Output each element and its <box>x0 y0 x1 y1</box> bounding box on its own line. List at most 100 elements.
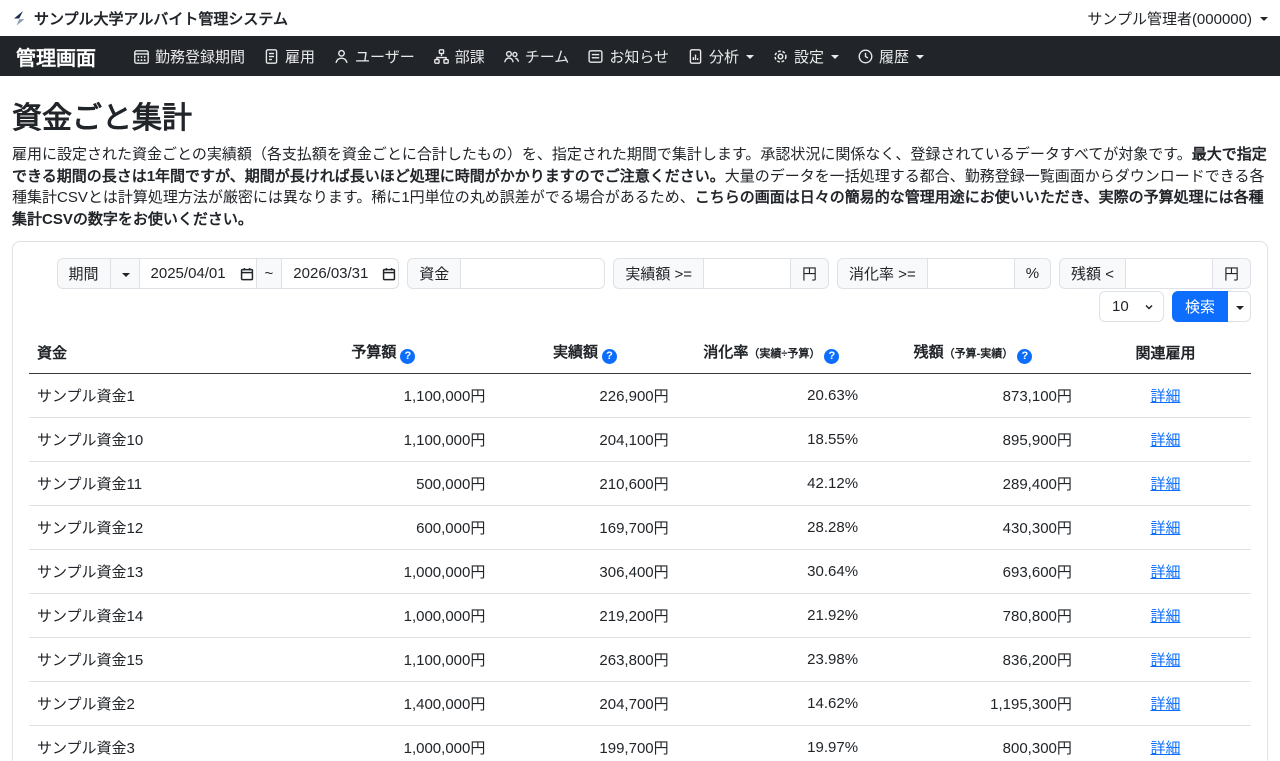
detail-link[interactable]: 詳細 <box>1150 739 1181 757</box>
nav-item-label: 履歴 <box>879 48 910 66</box>
yen-suffix: 円 <box>790 258 830 290</box>
remaining-cell: 289,400円 <box>866 460 1080 506</box>
people-icon <box>503 48 520 65</box>
detail-link[interactable]: 詳細 <box>1150 431 1181 449</box>
remaining-lt-input[interactable] <box>1124 258 1213 290</box>
nav-item-label: 雇用 <box>285 48 316 66</box>
fund-input[interactable] <box>460 258 606 290</box>
rate-gte-label: 消化率 >= <box>837 258 928 290</box>
filter-actions: 10 検索 <box>29 291 1251 323</box>
page-size-select[interactable]: 10 <box>1098 291 1164 323</box>
remaining-cell: 693,600円 <box>866 548 1080 594</box>
fund-name-cell: サンプル資金3 <box>29 724 274 761</box>
table-row: サンプル資金2 1,400,000円 204,700円 14.62% 1,195… <box>29 680 1251 726</box>
calendar-picker-icon[interactable] <box>382 267 396 281</box>
col-header-fund: 資金 <box>29 334 274 374</box>
user-menu-label: サンプル管理者(000000) <box>1087 10 1252 28</box>
caret-down-icon <box>916 55 925 59</box>
nav-item-employment[interactable]: 雇用 <box>254 36 324 76</box>
detail-link[interactable]: 詳細 <box>1150 475 1181 493</box>
budget-cell: 1,000,000円 <box>273 592 494 638</box>
actual-cell: 226,900円 <box>599 387 669 405</box>
app-logo-icon <box>12 10 28 26</box>
period-dropdown-toggle[interactable] <box>109 258 140 290</box>
navbar-brand[interactable]: 管理画面 <box>16 47 96 70</box>
remaining-filter-group: 残額 < 円 <box>1059 258 1251 290</box>
table-row: サンプル資金10 1,100,000円 204,100円 18.55% 895,… <box>29 416 1251 462</box>
date-to-input[interactable]: 2026/03/31 <box>281 258 400 290</box>
rate-cell: 42.12% <box>676 460 867 506</box>
col-header-rate: 消化率（実績÷予算）? <box>676 334 867 374</box>
fund-name-cell: サンプル資金11 <box>29 460 274 506</box>
actual-cell: 306,400円 <box>493 548 677 594</box>
actual-filter-group: 実績額 >= 円 <box>613 258 830 290</box>
help-icon[interactable]: ? <box>1017 348 1033 364</box>
period-filter-group: 期間 2025/04/01 ~ 2026/03/31 <box>56 258 400 290</box>
nav-item-analytics[interactable]: 分析 <box>678 36 763 76</box>
detail-link[interactable]: 詳細 <box>1150 695 1181 713</box>
remaining-lt-label: 残額 < <box>1059 258 1126 290</box>
main-navbar: 管理画面 勤務登録期間 雇用 <box>0 36 1280 76</box>
date-from-input[interactable]: 2025/04/01 <box>138 258 257 290</box>
fund-table-body: サンプル資金1 1,100,000円 226,900円 20.63% 873,1… <box>29 373 1251 761</box>
caret-down-icon <box>831 55 840 59</box>
search-dropdown-toggle[interactable] <box>1228 291 1251 323</box>
nav-item-users[interactable]: ユーザー <box>324 36 424 76</box>
nav-item-settings[interactable]: 設定 <box>763 36 848 76</box>
caret-down-icon <box>746 55 755 59</box>
remaining-cell: 800,300円 <box>866 724 1080 761</box>
caret-down-icon <box>1260 17 1268 21</box>
help-icon[interactable]: ? <box>400 348 416 364</box>
rate-cell: 28.28% <box>676 504 867 550</box>
app-title: サンプル大学アルバイト管理システム <box>34 10 288 28</box>
fund-filter-group: 資金 <box>407 258 606 290</box>
budget-cell: 1,100,000円 <box>273 416 494 462</box>
nav-item-departments[interactable]: 部課 <box>424 36 494 76</box>
date-to-value: 2026/03/31 <box>293 265 369 283</box>
col-header-budget: 予算額? <box>273 334 494 374</box>
detail-link[interactable]: 詳細 <box>1150 651 1181 669</box>
nav-item-work-periods[interactable]: 勤務登録期間 <box>124 36 254 76</box>
table-row: サンプル資金13 1,000,000円 306,400円 30.64% 693,… <box>29 548 1251 594</box>
rate-gte-input[interactable] <box>926 258 1015 290</box>
budget-cell: 1,400,000円 <box>273 680 494 726</box>
description-segment: 最大で指定できる期間の長さは1年間ですが、期間が長ければ長いほど処理に時間がかか… <box>12 146 1267 185</box>
actual-gte-input[interactable] <box>703 258 791 290</box>
fund-name-cell: サンプル資金2 <box>29 680 274 726</box>
detail-link[interactable]: 詳細 <box>1150 387 1181 405</box>
table-row: サンプル資金1 1,100,000円 226,900円 20.63% 873,1… <box>29 373 1251 417</box>
nav-item-history[interactable]: 履歴 <box>848 36 933 76</box>
org-chart-icon <box>433 48 450 65</box>
actual-cell: 204,700円 <box>493 680 677 726</box>
description-segment: こちらの画面は日々の簡易的な管理用途にお使いいただき、実際の予算処理には各種集計… <box>12 189 1264 228</box>
calendar-picker-icon[interactable] <box>240 267 254 281</box>
date-from-value: 2025/04/01 <box>150 265 226 283</box>
fund-name-cell: サンプル資金10 <box>29 416 274 462</box>
rate-cell: 14.62% <box>676 680 867 726</box>
detail-link[interactable]: 詳細 <box>1150 607 1181 625</box>
remaining-cell: 895,900円 <box>866 416 1080 462</box>
description-segment: 大量のデータを一括処理する都合、勤務登録一覧画面からダウンロードできる各種集計C… <box>12 167 1265 207</box>
rate-cell: 21.92% <box>676 592 867 638</box>
filter-form: 期間 2025/04/01 ~ 2026/03/31 <box>29 258 1251 290</box>
user-menu[interactable]: サンプル管理者(000000) <box>1087 8 1268 29</box>
actual-cell: 263,800円 <box>493 636 677 682</box>
budget-cell: 1,000,000円 <box>273 548 494 594</box>
nav-item-announcements[interactable]: お知らせ <box>578 36 678 76</box>
announcement-icon <box>587 48 604 65</box>
search-button[interactable]: 検索 <box>1171 291 1228 323</box>
nav-item-teams[interactable]: チーム <box>494 36 579 76</box>
fund-name-cell: サンプル資金15 <box>29 636 274 682</box>
actual-cell: 204,100円 <box>493 416 677 462</box>
detail-link[interactable]: 詳細 <box>1150 519 1181 537</box>
col-header-remaining: 残額（予算-実績）? <box>866 334 1080 374</box>
fund-name-cell: サンプル資金13 <box>29 548 274 594</box>
rate-filter-group: 消化率 >= % <box>837 258 1052 290</box>
help-icon[interactable]: ? <box>824 348 840 364</box>
detail-link[interactable]: 詳細 <box>1150 563 1181 581</box>
help-icon[interactable]: ? <box>602 348 617 364</box>
caret-down-icon <box>1236 305 1244 310</box>
table-row: サンプル資金12 600,000円 169,700円 28.28% 430,30… <box>29 504 1251 550</box>
table-row: サンプル資金3 1,000,000円 199,700円 19.97% 800,3… <box>29 724 1251 761</box>
remaining-cell: 873,100円 <box>1002 387 1072 405</box>
